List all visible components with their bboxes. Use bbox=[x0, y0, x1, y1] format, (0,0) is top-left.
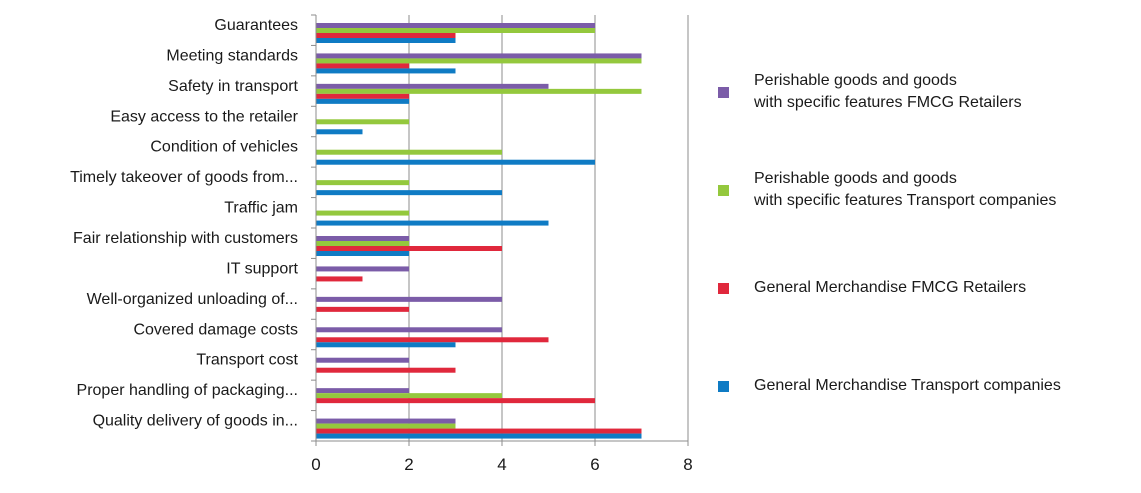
bar-chart: Guarantees Meeting standards Safety in tra… bbox=[70, 14, 693, 474]
bar-series-1-cat-8 bbox=[316, 236, 409, 241]
bar-series-4-cat-4 bbox=[316, 129, 363, 135]
bar-series-4-cat-5 bbox=[316, 159, 595, 165]
bar-series-1-cat-1 bbox=[316, 23, 595, 28]
gridlines bbox=[408, 15, 689, 441]
x-tick-label: 4 bbox=[497, 455, 506, 474]
bar-series-2-cat-1 bbox=[316, 28, 595, 33]
x-tick-label: 2 bbox=[404, 455, 413, 474]
legend-swatch bbox=[718, 282, 729, 294]
x-tick-label: 8 bbox=[683, 455, 692, 474]
bar-series-2-cat-4 bbox=[316, 119, 409, 125]
bar-series-2-cat-7 bbox=[316, 210, 409, 216]
legend-item-2: Perishable goods and goods with specific… bbox=[718, 168, 1056, 212]
legend-label: Perishable goods and goods with specific… bbox=[754, 72, 1022, 111]
legend-label: General Merchandise FMCG Retailers bbox=[754, 279, 1027, 296]
bar-series-4-cat-11 bbox=[316, 342, 456, 348]
bar-series-3-cat-10 bbox=[316, 306, 409, 312]
category-label: Quality delivery of goods in... bbox=[93, 413, 298, 430]
bar-series-1-cat-2 bbox=[316, 53, 642, 59]
bar-series-2-cat-3 bbox=[316, 88, 642, 94]
bar-series-2-cat-14 bbox=[316, 423, 456, 429]
bar-series-1-cat-10 bbox=[316, 296, 502, 302]
x-tick-labels: 0 2 4 6 8 bbox=[311, 455, 692, 474]
bar-series-2-cat-2 bbox=[316, 58, 642, 64]
legend-item-4: General Merchandise Transport companies bbox=[718, 375, 1061, 397]
bar-series-4-cat-1 bbox=[316, 38, 456, 43]
category-label: Timely takeover of goods from... bbox=[70, 169, 298, 186]
bar-series-1-cat-11 bbox=[316, 327, 502, 333]
bar-series-3-cat-11 bbox=[316, 337, 549, 343]
bars bbox=[316, 23, 642, 439]
category-label: Easy access to the retailer bbox=[110, 108, 298, 125]
category-label: Well-organized unloading of... bbox=[87, 291, 298, 308]
category-label: Covered damage costs bbox=[133, 321, 298, 338]
category-label: Safety in transport bbox=[168, 78, 298, 95]
category-label: IT support bbox=[226, 260, 298, 277]
bar-series-2-cat-6 bbox=[316, 180, 409, 186]
bar-series-3-cat-3 bbox=[316, 93, 409, 99]
bar-series-1-cat-3 bbox=[316, 83, 549, 89]
bar-series-4-cat-3 bbox=[316, 98, 409, 104]
bar-series-1-cat-14 bbox=[316, 418, 456, 424]
category-label: Traffic jam bbox=[224, 200, 298, 217]
bar-series-4-cat-8 bbox=[316, 251, 409, 256]
bar-series-1-cat-12 bbox=[316, 357, 409, 363]
bar-series-3-cat-1 bbox=[316, 33, 456, 38]
category-label: Meeting standards bbox=[166, 47, 298, 64]
legend-label: Perishable goods and goods with specific… bbox=[754, 170, 1057, 209]
bar-series-4-cat-7 bbox=[316, 220, 549, 226]
legend-label: General Merchandise Transport companies bbox=[754, 377, 1061, 394]
x-tick-label: 0 bbox=[311, 455, 320, 474]
category-label: Proper handling of packaging... bbox=[77, 382, 298, 399]
bar-series-1-cat-13 bbox=[316, 388, 409, 394]
axes bbox=[311, 14, 689, 446]
bar-series-2-cat-8 bbox=[316, 241, 409, 246]
bar-series-3-cat-9 bbox=[316, 276, 363, 282]
legend: Perishable goods and goods with specific… bbox=[718, 0, 1141, 493]
bar-series-3-cat-14 bbox=[316, 428, 642, 434]
bar-series-2-cat-13 bbox=[316, 393, 502, 399]
x-tick-label: 6 bbox=[590, 455, 599, 474]
category-label: Transport cost bbox=[196, 352, 298, 369]
category-label: Fair relationship with customers bbox=[73, 230, 298, 247]
legend-swatch bbox=[718, 86, 729, 98]
bar-series-4-cat-14 bbox=[316, 433, 642, 439]
category-labels: Guarantees Meeting standards Safety in tra… bbox=[70, 17, 299, 430]
bar-series-3-cat-2 bbox=[316, 63, 409, 69]
bar-series-2-cat-5 bbox=[316, 149, 502, 155]
bar-series-3-cat-8 bbox=[316, 246, 502, 251]
bar-series-3-cat-12 bbox=[316, 367, 456, 373]
category-label: Guarantees bbox=[214, 17, 298, 34]
category-label: Condition of vehicles bbox=[150, 139, 298, 156]
legend-item-3: General Merchandise FMCG Retailers bbox=[718, 277, 1026, 299]
legend-swatch bbox=[718, 184, 729, 196]
legend-item-1: Perishable goods and goods with specific… bbox=[718, 70, 1022, 114]
bar-series-3-cat-13 bbox=[316, 398, 595, 404]
bar-series-1-cat-9 bbox=[316, 266, 409, 272]
legend-swatch bbox=[718, 380, 729, 392]
bar-series-4-cat-2 bbox=[316, 68, 456, 74]
bar-series-4-cat-6 bbox=[316, 190, 502, 196]
